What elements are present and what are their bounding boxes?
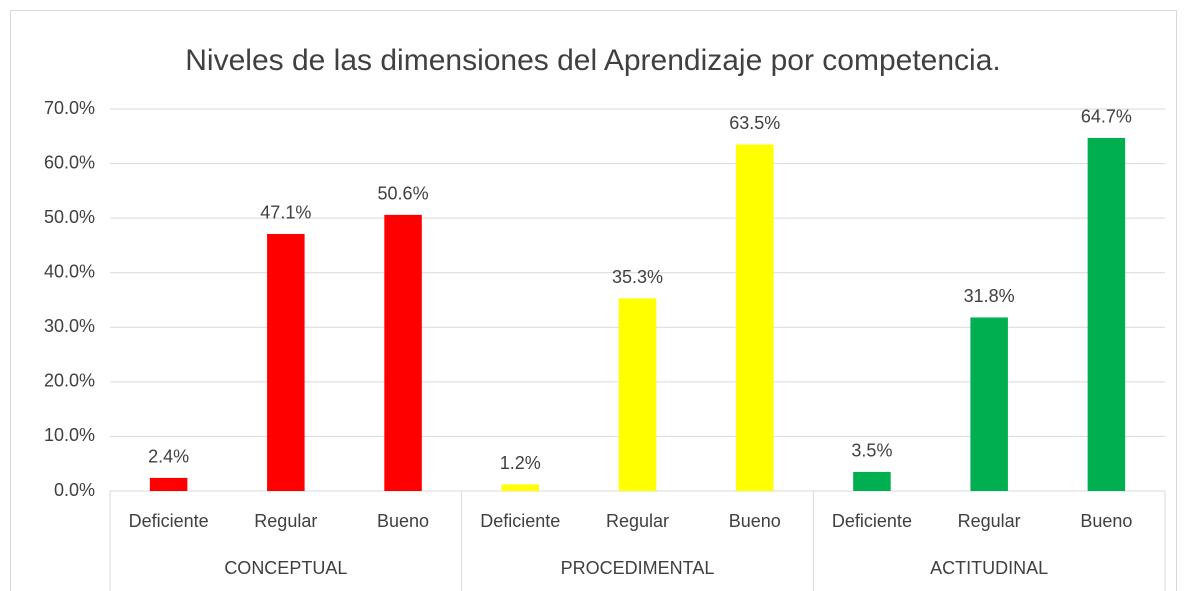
x-tick-label: Deficiente — [129, 511, 209, 531]
bar — [853, 471, 891, 491]
bar — [267, 233, 305, 491]
x-tick-label: Bueno — [1080, 511, 1132, 531]
value-label: 2.4% — [148, 447, 189, 467]
bar — [501, 484, 540, 491]
group-label: CONCEPTUAL — [224, 558, 347, 578]
x-tick-label: Regular — [606, 511, 669, 531]
x-tick-label: Regular — [254, 511, 317, 531]
y-tick-label: 50.0% — [44, 207, 95, 227]
value-label: 47.1% — [260, 203, 311, 223]
chart-title: Niveles de las dimensiones del Aprendiza… — [185, 44, 1000, 77]
bar — [970, 317, 1008, 491]
bar — [149, 477, 188, 491]
value-label: 3.5% — [851, 441, 892, 461]
bar — [1087, 137, 1126, 491]
y-tick-label: 20.0% — [44, 371, 95, 391]
y-tick-label: 60.0% — [44, 152, 95, 172]
value-label: 50.6% — [378, 184, 429, 204]
x-tick-label: Regular — [958, 511, 1021, 531]
bar — [618, 298, 657, 491]
value-label: 64.7% — [1081, 107, 1132, 127]
value-label: 31.8% — [964, 286, 1015, 306]
y-tick-label: 40.0% — [44, 261, 95, 281]
y-tick-label: 30.0% — [44, 316, 95, 336]
y-tick-label: 10.0% — [44, 425, 95, 445]
chart-border — [10, 10, 1177, 591]
x-tick-label: Bueno — [377, 511, 429, 531]
x-tick-label: Bueno — [729, 511, 781, 531]
value-label: 63.5% — [729, 113, 780, 133]
bar — [384, 214, 422, 491]
value-label: 1.2% — [500, 453, 541, 473]
group-label: PROCEDIMENTAL — [561, 558, 715, 578]
y-tick-label: 0.0% — [54, 480, 95, 500]
x-tick-label: Deficiente — [832, 511, 912, 531]
y-tick-label: 70.0% — [44, 98, 95, 118]
value-label: 35.3% — [612, 267, 663, 287]
group-label: ACTITUDINAL — [930, 558, 1048, 578]
x-tick-label: Deficiente — [480, 511, 560, 531]
bar — [735, 144, 774, 491]
